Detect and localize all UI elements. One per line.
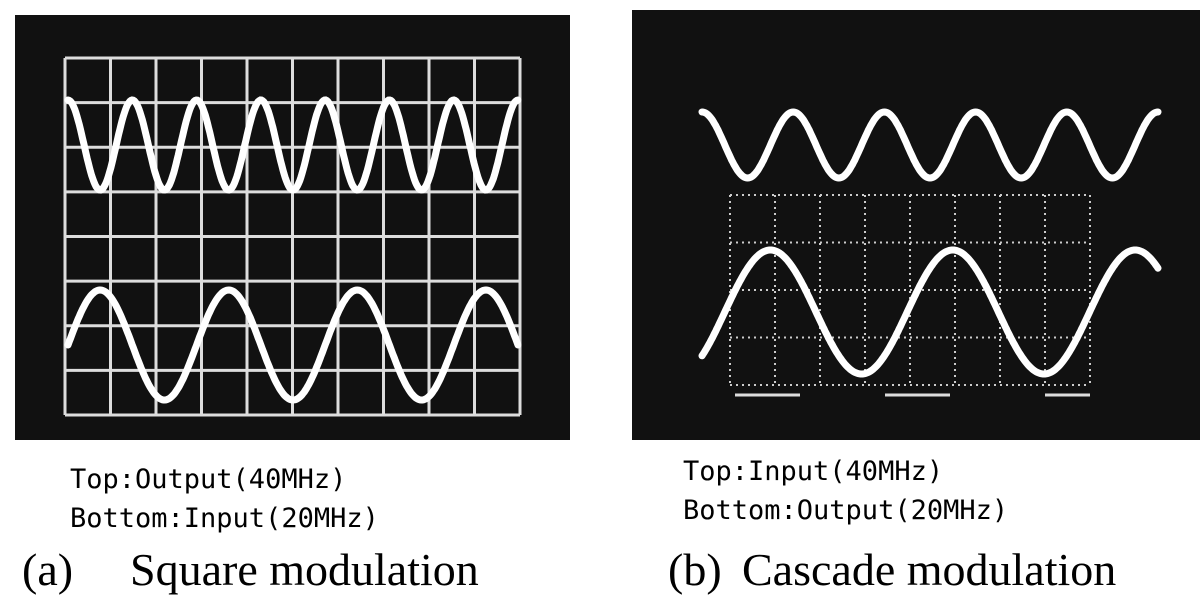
caption: Top:Input(40MHz) (683, 456, 943, 487)
panel-label: (b) (668, 544, 722, 595)
caption: Top:Output(40MHz) (70, 464, 346, 495)
panel-title: Square modulation (130, 544, 479, 595)
panel-label: (a) (22, 544, 73, 595)
caption: Bottom:Output(20MHz) (683, 495, 1008, 526)
caption: Bottom:Input(20MHz) (70, 503, 379, 534)
scope-screen (632, 10, 1200, 440)
page: Top:Output(40MHz) Bottom:Input(20MHz) (a… (0, 0, 1200, 600)
panel-title: Cascade modulation (742, 544, 1116, 595)
figure: Top:Output(40MHz) Bottom:Input(20MHz) (a… (0, 0, 1200, 600)
